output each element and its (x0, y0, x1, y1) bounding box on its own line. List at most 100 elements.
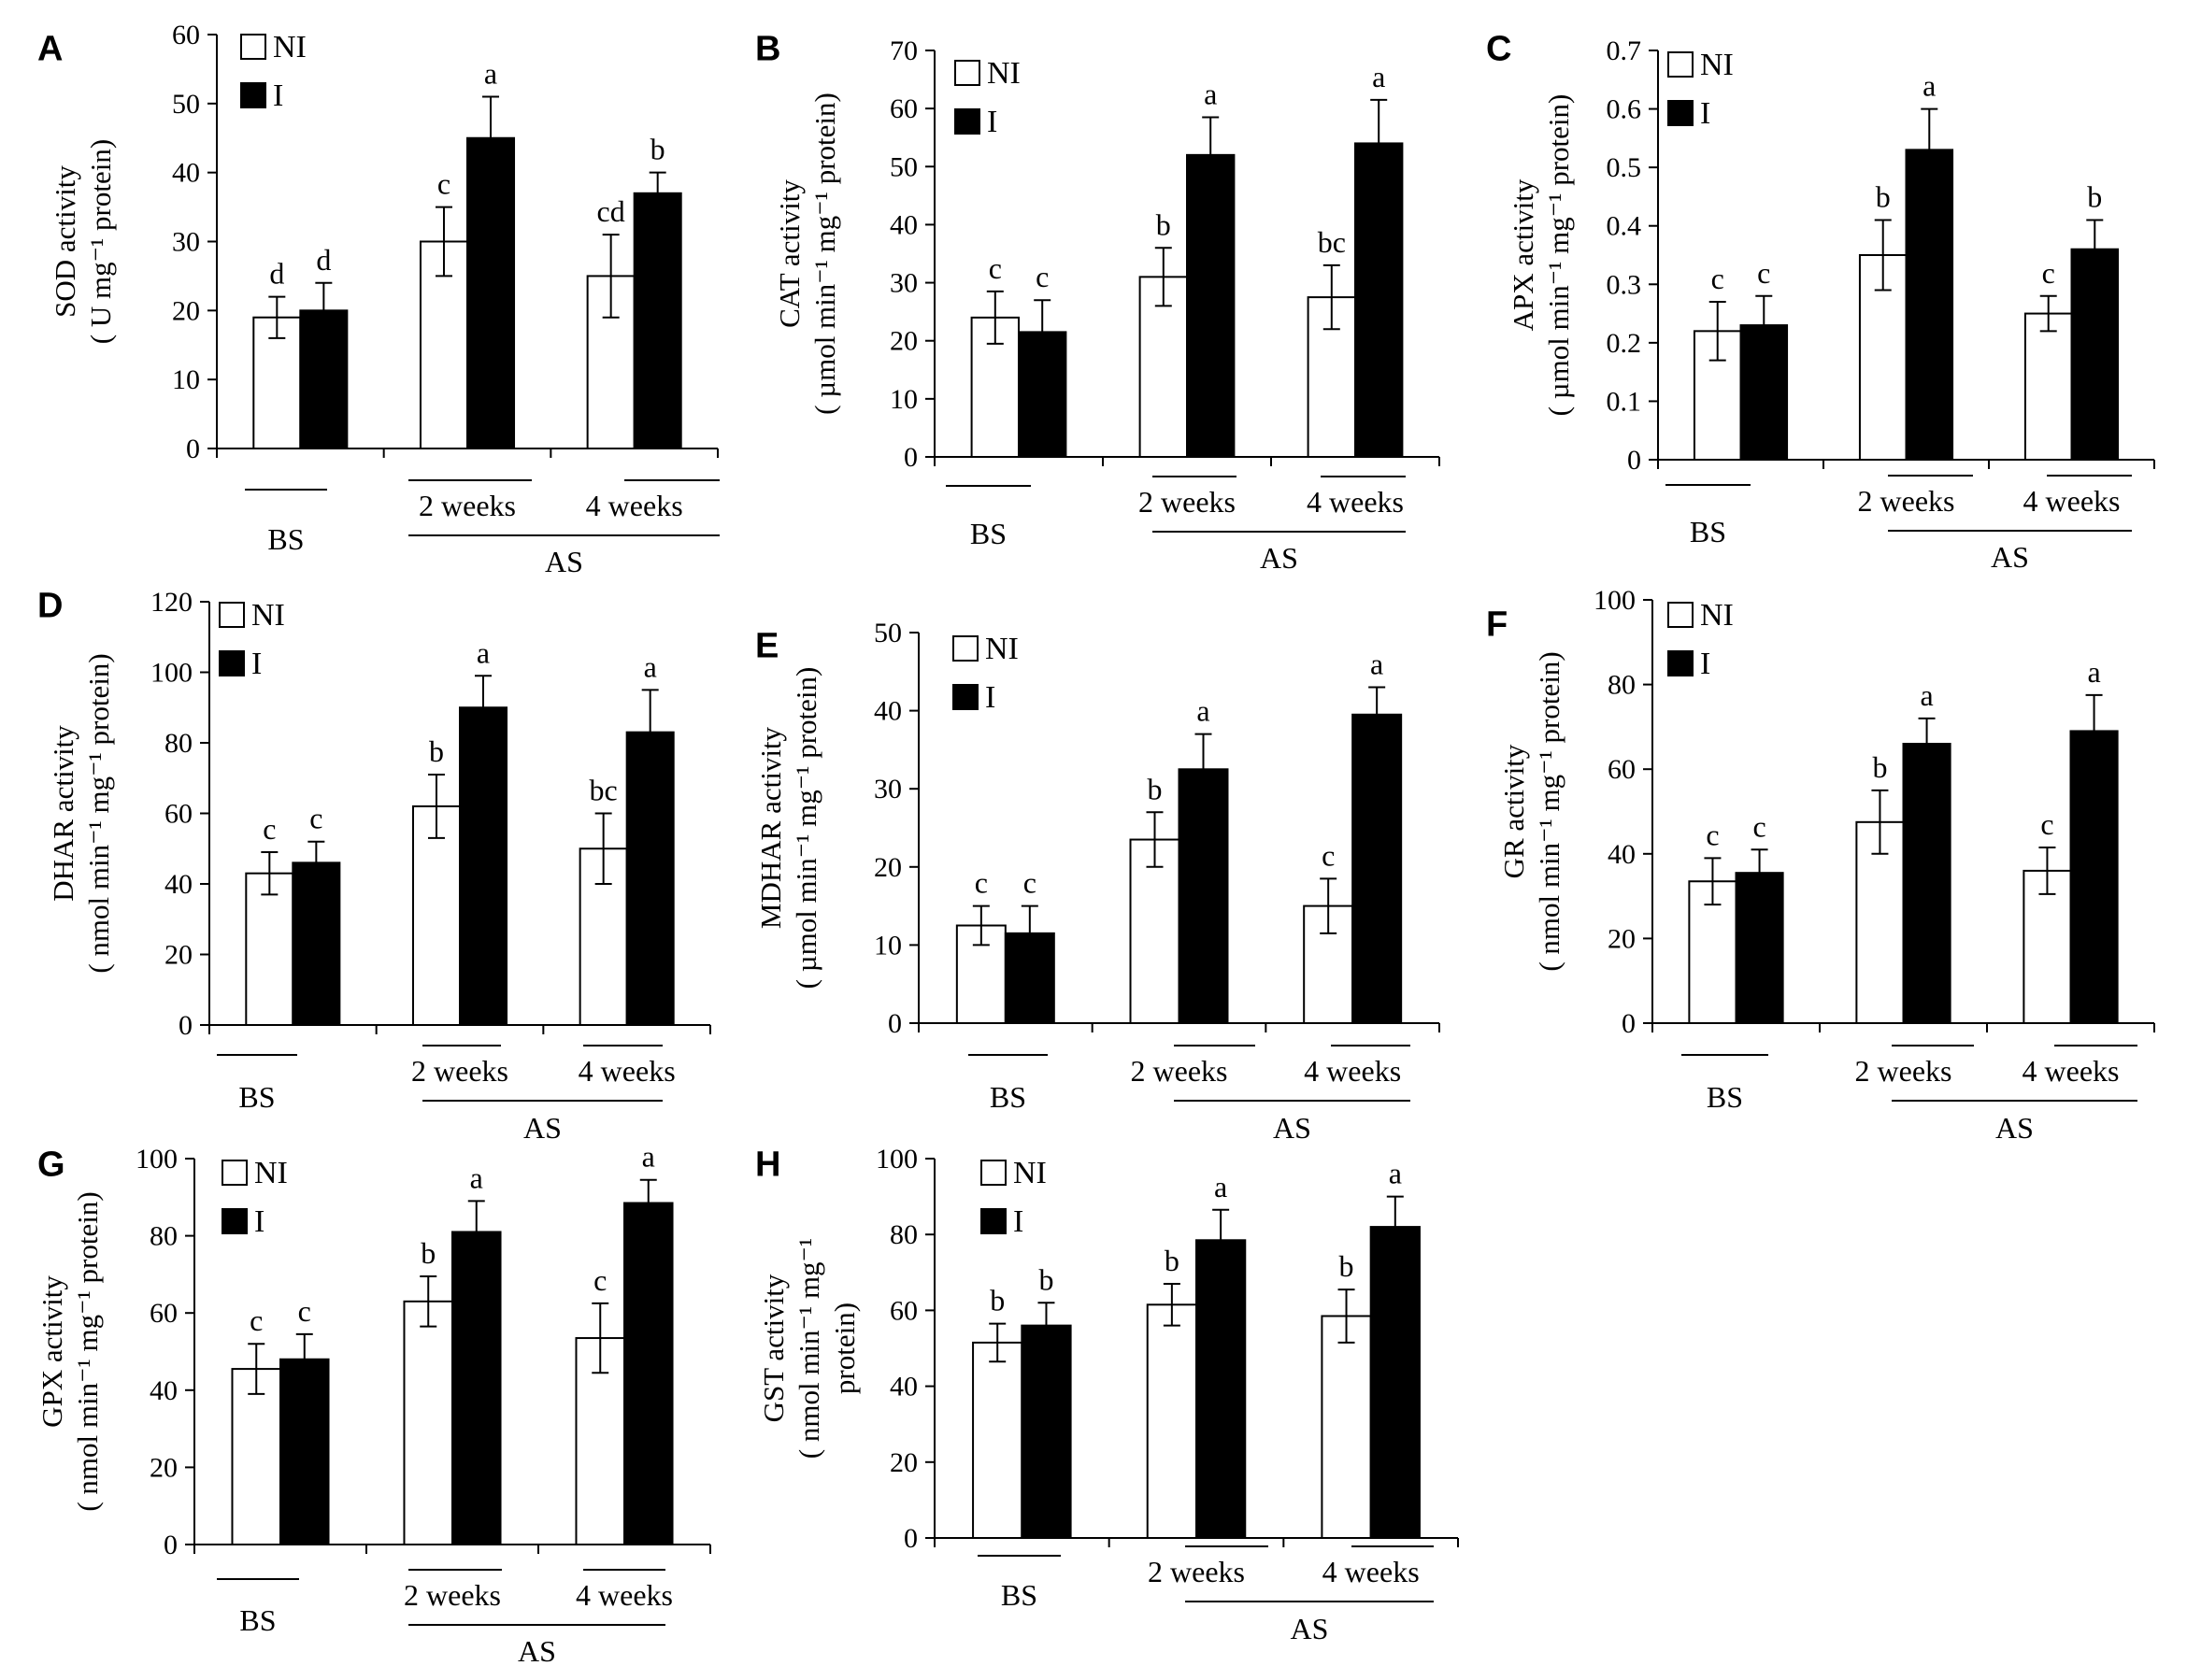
y-tick-label: 80 (890, 1219, 918, 1250)
significance-letter: c (1711, 262, 1724, 295)
group-label-as: AS (518, 1634, 556, 1668)
y-tick-label: 40 (172, 158, 200, 189)
bar-i-bs (1735, 872, 1784, 1024)
y-axis-label-line: GPX activity (36, 1275, 68, 1428)
category-label-week: 4 weeks (579, 1054, 676, 1088)
legend-label-i: I (1700, 647, 1710, 681)
significance-letter: b (1148, 772, 1163, 805)
y-tick-label: 50 (874, 618, 902, 648)
category-label-week: 2 weeks (1131, 1054, 1228, 1088)
y-tick-label: 20 (874, 852, 902, 883)
legend-label-i: I (987, 105, 997, 139)
panel-G: G 0 20 40 60 80 100 c c b a c a BS 2 weeks 4 weeks AS NI I… (36, 1140, 711, 1668)
bar-i-2-weeks (1195, 1239, 1247, 1540)
y-tick-label: 0.5 (1607, 152, 1642, 183)
legend-label-i: I (1013, 1204, 1023, 1239)
y-tick-label: 0 (904, 442, 918, 473)
legend-label-i: I (273, 78, 283, 113)
bar-i-4-weeks (623, 1202, 674, 1545)
legend-label-ni: NI (1013, 1156, 1047, 1190)
significance-letter: c (2042, 256, 2055, 290)
y-tick-label: 0.4 (1607, 211, 1642, 242)
y-tick-label: 80 (150, 1221, 178, 1252)
group-label-as: AS (1291, 1612, 1329, 1645)
y-tick-label: 100 (150, 658, 193, 689)
y-tick-label: 60 (890, 1295, 918, 1326)
y-tick-label: 80 (1608, 670, 1636, 701)
significance-letter: a (644, 649, 657, 683)
y-tick-label: 30 (890, 268, 918, 299)
y-axis-label-line: ( µmol min⁻¹ mg⁻¹ protein) (808, 93, 841, 415)
significance-letter: c (263, 812, 276, 846)
significance-letter: a (1372, 60, 1385, 93)
category-label-bs: BS (239, 1603, 276, 1637)
y-tick-label: 0 (1627, 445, 1641, 476)
category-label-week: 2 weeks (1855, 1054, 1952, 1088)
category-label-week: 2 weeks (1858, 484, 1955, 518)
y-tick-label: 0 (164, 1530, 178, 1560)
significance-letter: a (1923, 69, 1936, 103)
y-tick-label: 20 (1608, 923, 1636, 954)
panel-E: E 0 10 20 30 40 50 c c b a c a BS 2 weeks 4 weeks AS NI I M… (754, 618, 1440, 1145)
legend-label-ni: NI (273, 30, 307, 64)
y-axis-label-line: ( nmol min⁻¹ mg⁻¹ protein) (71, 1191, 104, 1511)
category-label-bs: BS (1707, 1080, 1743, 1114)
y-tick-label: 40 (1608, 839, 1636, 870)
legend-swatch-ni (219, 602, 245, 628)
significance-letter: bc (1318, 225, 1346, 259)
y-tick-label: 30 (874, 774, 902, 804)
category-label-bs: BS (1690, 515, 1726, 548)
significance-letter: c (298, 1294, 311, 1328)
significance-letter: c (2040, 807, 2053, 841)
y-tick-label: 0 (186, 434, 200, 464)
bar-ni-2-weeks (1855, 820, 1905, 1025)
significance-letter: b (421, 1236, 436, 1270)
category-label-week: 2 weeks (1148, 1555, 1245, 1588)
y-tick-label: 50 (172, 89, 200, 120)
y-tick-label: 0 (904, 1523, 918, 1554)
category-label-bs: BS (990, 1080, 1026, 1114)
bar-i-4-weeks (1354, 142, 1404, 459)
y-axis-label-line: ( µmol min⁻¹ mg⁻¹ protein) (790, 667, 822, 989)
bar-ni-4-weeks (1321, 1315, 1372, 1539)
legend-swatch-ni (1667, 602, 1694, 628)
y-tick-label: 0 (1622, 1008, 1636, 1039)
category-label-week: 2 weeks (404, 1578, 501, 1612)
y-axis-label-line: ( µmol min⁻¹ mg⁻¹ protein) (1542, 94, 1575, 417)
y-tick-label: 50 (890, 151, 918, 182)
y-tick-label: 40 (890, 1372, 918, 1402)
category-label-week: 4 weeks (2023, 1054, 2120, 1088)
bar-i-bs (1739, 324, 1789, 462)
group-label-as: AS (1995, 1111, 2034, 1145)
significance-letter: c (1757, 256, 1770, 290)
bar-i-2-weeks (1178, 768, 1229, 1024)
y-tick-label: 10 (172, 364, 200, 395)
bar-i-bs (292, 861, 341, 1026)
category-label-week: 4 weeks (1304, 1054, 1401, 1088)
significance-letter: b (1339, 1249, 1354, 1283)
y-tick-label: 0.6 (1607, 94, 1642, 125)
significance-letter: b (1165, 1244, 1179, 1277)
category-label-week: 2 weeks (411, 1054, 508, 1088)
significance-letter: a (470, 1160, 483, 1194)
y-tick-label: 0 (888, 1008, 902, 1039)
legend-label-i: I (251, 647, 262, 681)
legend-swatch-ni (954, 60, 980, 86)
bar-i-bs (299, 309, 349, 450)
category-label-week: 4 weeks (586, 489, 683, 522)
legend-swatch-ni (222, 1160, 248, 1186)
significance-letter: b (429, 734, 444, 768)
bar-i-bs (1004, 932, 1055, 1024)
y-tick-label: 20 (890, 326, 918, 357)
significance-letter: a (1389, 1157, 1402, 1190)
significance-letter: c (1023, 866, 1036, 900)
category-label-week: 2 weeks (1138, 485, 1236, 519)
significance-letter: b (2087, 179, 2102, 213)
bar-i-2-weeks (459, 706, 508, 1026)
significance-letter: d (316, 243, 331, 277)
significance-letter: b (990, 1284, 1005, 1317)
y-tick-label: 0.3 (1607, 269, 1642, 300)
y-tick-label: 10 (874, 930, 902, 961)
legend-swatch-i (1667, 100, 1694, 126)
panel-letter: B (755, 29, 780, 68)
